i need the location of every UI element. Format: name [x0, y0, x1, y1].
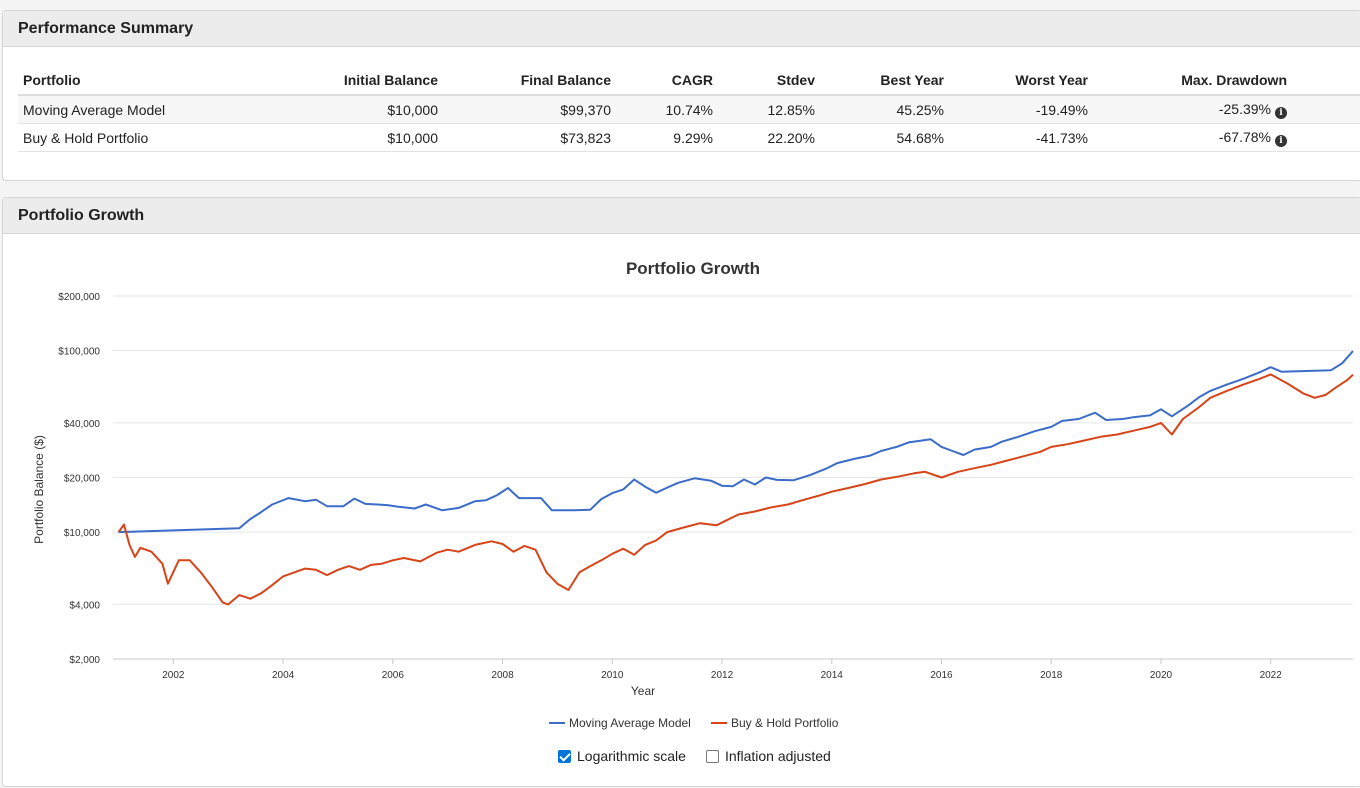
x-tick-label: 2012 [711, 670, 734, 681]
series-line-moving-average-model [118, 350, 1354, 534]
cell-drawdown: -67.78% i [1093, 123, 1292, 152]
chart-title: Portfolio Growth [626, 259, 760, 278]
legend-item: Buy & Hold Portfolio [731, 716, 839, 730]
cell-final: $99,370 [443, 95, 616, 124]
col-header-final-balance[interactable]: Final Balance [443, 66, 616, 96]
cell-cagr: 9.29% [616, 123, 718, 152]
series-line-buy-and-hold-portfolio [117, 373, 1354, 606]
col-header-portfolio[interactable]: Portfolio [18, 66, 208, 96]
cell-initial: $10,000 [208, 123, 443, 152]
inflation-checkbox[interactable] [705, 749, 719, 763]
cell-portfolio: Buy & Hold Portfolio [18, 123, 208, 152]
cell-portfolio: Moving Average Model [18, 95, 208, 124]
y-tick-label: $100,000 [58, 347, 100, 358]
performance-summary-heading: Performance Summary [3, 11, 1360, 47]
portfolio-growth-chart: Portfolio Growth $2,000 $4,000 $10,000 $20,0… [32, 259, 1354, 730]
x-tick-label: 2014 [821, 670, 844, 681]
x-tick-label: 2006 [382, 670, 405, 681]
info-icon[interactable]: i [1275, 106, 1287, 119]
col-header-best-year[interactable]: Best Year [820, 66, 949, 96]
info-icon[interactable]: i [1275, 134, 1287, 147]
y-tick-label: $4,000 [69, 600, 100, 611]
cell-best: 54.68% [820, 123, 949, 152]
cell-worst: -41.73% [949, 123, 1093, 152]
table-header-row: Portfolio Initial Balance Final Balance … [18, 66, 1360, 96]
inflation-label[interactable]: Inflation adjusted [724, 748, 831, 764]
x-tick-label: 2016 [930, 670, 953, 681]
cell-cagr: 10.74% [616, 95, 718, 124]
x-tick-label: 2022 [1260, 670, 1283, 681]
cell-initial: $10,000 [208, 95, 443, 124]
legend-item: Moving Average Model [569, 716, 691, 730]
log-scale-label[interactable]: Logarithmic scale [577, 748, 686, 764]
col-header-initial-balance[interactable]: Initial Balance [208, 66, 443, 96]
col-header-max-drawdown[interactable]: Max. Drawdown [1093, 66, 1292, 96]
drawdown-value: -67.78% [1218, 128, 1271, 145]
cell-worst: -19.49% [949, 95, 1093, 124]
x-axis-label: Year [631, 684, 655, 698]
x-tick-label: 2018 [1040, 670, 1063, 681]
performance-table: Portfolio Initial Balance Final Balance … [18, 66, 1360, 152]
y-axis-label: Portfolio Balance ($) [32, 435, 46, 544]
x-tick-label: 2002 [162, 670, 185, 681]
cell-final: $73,823 [443, 123, 616, 152]
portfolio-growth-heading: Portfolio Growth [3, 198, 1360, 234]
log-scale-checkbox[interactable] [558, 749, 571, 763]
performance-summary-panel: Performance Summary Portfolio Initial Ba… [2, 10, 1360, 181]
y-tick-label: $10,000 [64, 528, 101, 539]
col-header-cagr[interactable]: CAGR [616, 66, 718, 96]
chart-options: Logarithmic scale Inflation adjusted [558, 748, 845, 764]
col-header-worst-year[interactable]: Worst Year [949, 66, 1093, 96]
drawdown-value: -25.39% [1218, 100, 1271, 117]
y-tick-label: $20,000 [64, 474, 101, 485]
cell-best: 45.25% [820, 95, 949, 124]
x-tick-label: 2008 [491, 670, 514, 681]
x-tick-label: 2010 [601, 670, 624, 681]
y-tick-label: $40,000 [64, 419, 101, 430]
y-tick-label: $2,000 [69, 655, 100, 666]
cell-stdev: 22.20% [718, 123, 820, 152]
y-tick-label: $200,000 [58, 292, 100, 303]
col-header-stdev[interactable]: Stdev [718, 66, 820, 96]
cell-stdev: 12.85% [718, 95, 820, 124]
table-row: Buy & Hold Portfolio $10,000 $73,823 9.2… [18, 123, 1360, 152]
portfolio-growth-panel: Portfolio Growth Portfolio Growth $2,000 $… [2, 197, 1360, 787]
table-row: Moving Average Model $10,000 $99,370 10.… [18, 95, 1360, 124]
x-tick-label: 2020 [1150, 670, 1173, 681]
cell-drawdown: -25.39% i [1093, 95, 1292, 124]
x-tick-label: 2004 [272, 670, 295, 681]
